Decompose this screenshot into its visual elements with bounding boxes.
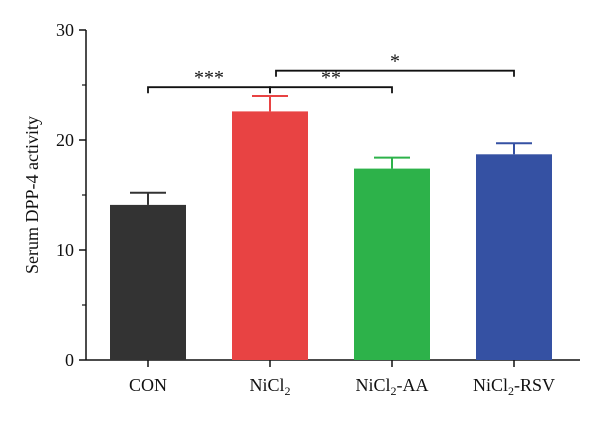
significance-bracket: * [275, 51, 515, 77]
significance-group: *** *** [147, 51, 515, 94]
x-tick-label: NiCl2 [249, 375, 290, 398]
significance-stars: ** [321, 67, 341, 89]
significance-bracket: ** [269, 67, 393, 94]
labels-group: Serum DPP-4 activity CON NiCl2 NiCl2-AA NiCl… [22, 116, 555, 398]
bracket-line [275, 69, 515, 77]
bracket-line [269, 86, 393, 94]
significance-stars: * [390, 51, 400, 73]
x-tick-label: NiCl2-AA [355, 375, 428, 398]
bar [232, 111, 308, 361]
error-bars-group [130, 95, 532, 205]
bar [476, 154, 552, 360]
y-tick-label: 30 [56, 20, 74, 40]
y-tick-label: 10 [56, 240, 74, 260]
y-tick-label: 0 [65, 350, 74, 370]
x-tick-label: NiCl2-RSV [473, 375, 555, 398]
y-tick-label: 20 [56, 130, 74, 150]
x-tick-label: CON [129, 375, 167, 395]
bar [354, 168, 430, 360]
significance-bracket: *** [147, 67, 271, 94]
bar [110, 204, 186, 360]
significance-stars: *** [194, 67, 224, 89]
y-axis-title: Serum DPP-4 activity [22, 116, 42, 274]
bars-group [110, 111, 552, 361]
